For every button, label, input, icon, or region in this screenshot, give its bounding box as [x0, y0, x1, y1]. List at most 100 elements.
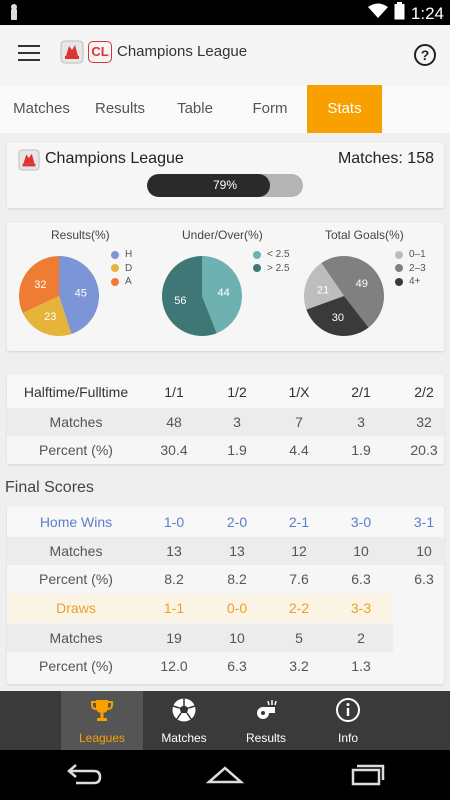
pie-slice-label: 44	[217, 287, 229, 299]
tab-form[interactable]: Form	[252, 100, 288, 117]
pie-slice-label: 23	[44, 311, 56, 323]
summary-card: Champions League Matches: 158 79%	[7, 143, 444, 208]
progress-text: 79%	[212, 178, 238, 192]
pie-slice	[202, 256, 243, 334]
pie-slice-label: 45	[75, 288, 87, 300]
help-icon[interactable]: ?	[414, 44, 436, 66]
table-cell: 19	[166, 630, 182, 646]
table-cell: 12.0	[160, 658, 188, 674]
whistle-icon	[257, 700, 277, 719]
row-label: Matches	[49, 630, 103, 646]
pie-charts-card: Results(%) 45 23 32 H D A Under/Over(%) 44…	[7, 223, 444, 351]
draws-label: Draws	[56, 600, 96, 616]
table-cell: 7	[295, 414, 303, 430]
progress-bar: 79%	[147, 174, 303, 197]
table-cell: 3.2	[289, 658, 309, 674]
table-cell: 1.9	[227, 442, 247, 458]
nav-label: Info	[337, 731, 358, 745]
column-header: 2-0	[226, 514, 248, 530]
home-wins-label: Home Wins	[39, 514, 113, 530]
table-cell: 48	[166, 414, 182, 430]
matches-count: Matches: 158	[337, 150, 434, 167]
league-name: Champions League	[45, 150, 184, 167]
pie-slice-label: 56	[174, 295, 186, 307]
under-over-pie: 44 56	[162, 256, 243, 336]
column-header: 1-0	[163, 514, 185, 530]
table-cell: 2	[357, 630, 365, 646]
menu-icon[interactable]	[18, 45, 40, 63]
draws-header-row: Draws 1-1 0-0 2-2 3-3	[7, 594, 393, 622]
under-over-pie-title: Under/Over(%)	[182, 228, 263, 242]
pie-slice-label: 30	[332, 312, 344, 324]
column-header: 1/1	[164, 384, 184, 400]
pie-slice-label: 32	[34, 279, 46, 291]
under-over-legend: < 2.5 > 2.5	[253, 248, 290, 275]
column-header: 2/1	[351, 384, 371, 400]
pie-slice	[304, 262, 344, 310]
table-row: Matches 13 13 12 10 10	[7, 537, 444, 565]
tab-results[interactable]: Results	[94, 100, 146, 117]
table-cell: 7.6	[289, 571, 309, 587]
column-header: 3-3	[350, 600, 372, 616]
table-cell: 6.3	[414, 571, 434, 587]
legend-item: D	[111, 262, 132, 276]
tab-stats[interactable]: Stats	[307, 85, 382, 133]
row-label: Matches	[49, 414, 103, 430]
legend-item: > 2.5	[253, 262, 290, 276]
table-cell: 4.4	[289, 442, 309, 458]
row-label: Matches	[49, 543, 103, 559]
nav-info[interactable]: Info	[307, 691, 389, 750]
pie-slice	[22, 296, 72, 336]
table-cell: 30.4	[160, 442, 188, 458]
bottom-nav: Leagues Matches Results Info	[0, 691, 450, 750]
column-header: 3-1	[413, 514, 435, 530]
tab-table[interactable]: Table	[177, 100, 213, 117]
table-cell: 10	[353, 543, 369, 559]
legend-item: H	[111, 248, 132, 262]
htft-header: Halftime/Fulltime	[23, 384, 129, 400]
notification-icon	[8, 3, 20, 26]
tab-matches[interactable]: Matches	[13, 100, 70, 117]
table-cell: 32	[416, 414, 432, 430]
column-header: 1/2	[227, 384, 247, 400]
table-cell: 1.3	[351, 658, 371, 674]
row-label: Percent (%)	[39, 571, 113, 587]
soccer-ball-icon	[172, 698, 196, 722]
nav-matches[interactable]: Matches	[143, 691, 225, 750]
legend-item: A	[111, 275, 132, 289]
info-icon	[336, 698, 360, 722]
recents-icon[interactable]	[347, 762, 387, 788]
table-cell: 8.2	[227, 571, 247, 587]
table-row: Percent (%) 30.4 1.9 4.4 1.9 20.3	[7, 436, 444, 464]
table-cell: 10	[229, 630, 245, 646]
legend-item: < 2.5	[253, 248, 290, 262]
table-cell: 6.3	[351, 571, 371, 587]
table-cell: 1.9	[351, 442, 371, 458]
nav-label: Results	[245, 731, 286, 745]
table-row: Percent (%) 8.2 8.2 7.6 6.3 6.3	[7, 565, 444, 593]
pie-slice	[321, 255, 385, 328]
legend-item: 0–1	[395, 248, 426, 262]
back-icon[interactable]	[64, 762, 104, 788]
table-cell: 12	[291, 543, 307, 559]
results-legend: H D A	[111, 248, 132, 289]
pie-slice	[59, 256, 99, 335]
total-goals-pie-title: Total Goals(%)	[325, 228, 404, 242]
table-cell: 10	[416, 543, 432, 559]
row-label: Percent (%)	[39, 658, 113, 674]
table-cell: 3	[233, 414, 241, 430]
table-row: Matches 48 3 7 3 32	[7, 408, 444, 436]
htft-table: Halftime/Fulltime 1/1 1/2 1/X 2/1 2/2 Ma…	[7, 374, 444, 464]
nav-leagues[interactable]: Leagues	[61, 691, 143, 750]
home-wins-header-row: Home Wins 1-0 2-0 2-1 3-0 3-1	[7, 508, 444, 536]
home-icon[interactable]	[205, 762, 245, 788]
nav-results[interactable]: Results	[225, 691, 307, 750]
final-scores-table: Home Wins 1-0 2-0 2-1 3-0 3-1 Matches 13…	[7, 506, 444, 684]
wifi-icon	[367, 3, 388, 24]
pie-slice-label: 49	[356, 278, 368, 290]
table-cell: 13	[166, 543, 182, 559]
system-nav-bar	[0, 750, 450, 800]
table-cell: 13	[229, 543, 245, 559]
progress-fill	[147, 174, 271, 197]
pie-slice	[306, 296, 369, 336]
